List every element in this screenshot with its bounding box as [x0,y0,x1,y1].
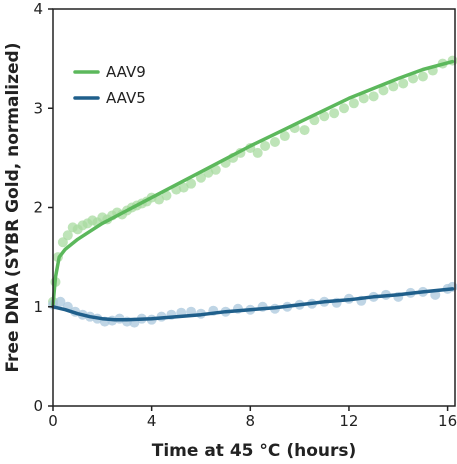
data-point-aav9 [408,73,419,84]
data-point-aav9 [378,85,389,96]
data-point-aav9 [348,98,359,109]
data-point-aav9 [329,108,340,119]
data-point-aav9 [339,103,350,114]
data-point-aav9 [154,194,165,205]
data-point-aav9 [195,172,206,183]
y-axis-label: Free DNA (SYBR Gold, normalized) [3,43,23,373]
legend-label-aav9: AAV9 [106,63,146,81]
fit-line-aav5 [51,287,455,322]
y-axis-ticks: 0 1 2 3 4 [33,0,53,415]
y-tick-label: 0 [33,397,43,415]
y-tick-label: 3 [33,99,43,117]
data-point-aav9 [269,136,280,147]
x-axis-label: Time at 45 °C (hours) [152,441,357,461]
x-tick-label: 8 [246,412,256,430]
data-point-aav9 [368,91,379,102]
data-point-aav9 [299,125,310,136]
data-point-aav9 [417,71,428,82]
y-tick-label: 1 [33,298,43,316]
x-axis-ticks: 0 4 8 12 16 [48,406,457,430]
x-tick-label: 16 [438,412,457,430]
data-point-aav9 [398,78,409,89]
data-point-aav9 [388,81,399,92]
data-point-aav9 [358,93,369,104]
data-point-aav5 [55,296,66,307]
legend: AAV9 AAV5 [73,63,146,107]
data-point-aav9 [62,230,73,241]
data-point-aav9 [178,182,189,193]
data-point-aav9 [186,178,197,189]
data-point-aav9 [252,147,263,158]
legend-label-aav5: AAV5 [106,89,146,107]
x-tick-label: 4 [147,412,157,430]
y-tick-label: 4 [33,0,43,18]
x-tick-label: 12 [339,412,358,430]
data-point-aav9 [319,111,330,122]
data-point-aav9 [279,131,290,142]
x-tick-label: 0 [48,412,58,430]
fit-lines [51,59,455,322]
y-tick-label: 2 [33,199,43,217]
fit-line-aav9 [51,59,455,307]
data-point-aav9 [260,140,271,151]
data-point-aav9 [57,237,68,248]
